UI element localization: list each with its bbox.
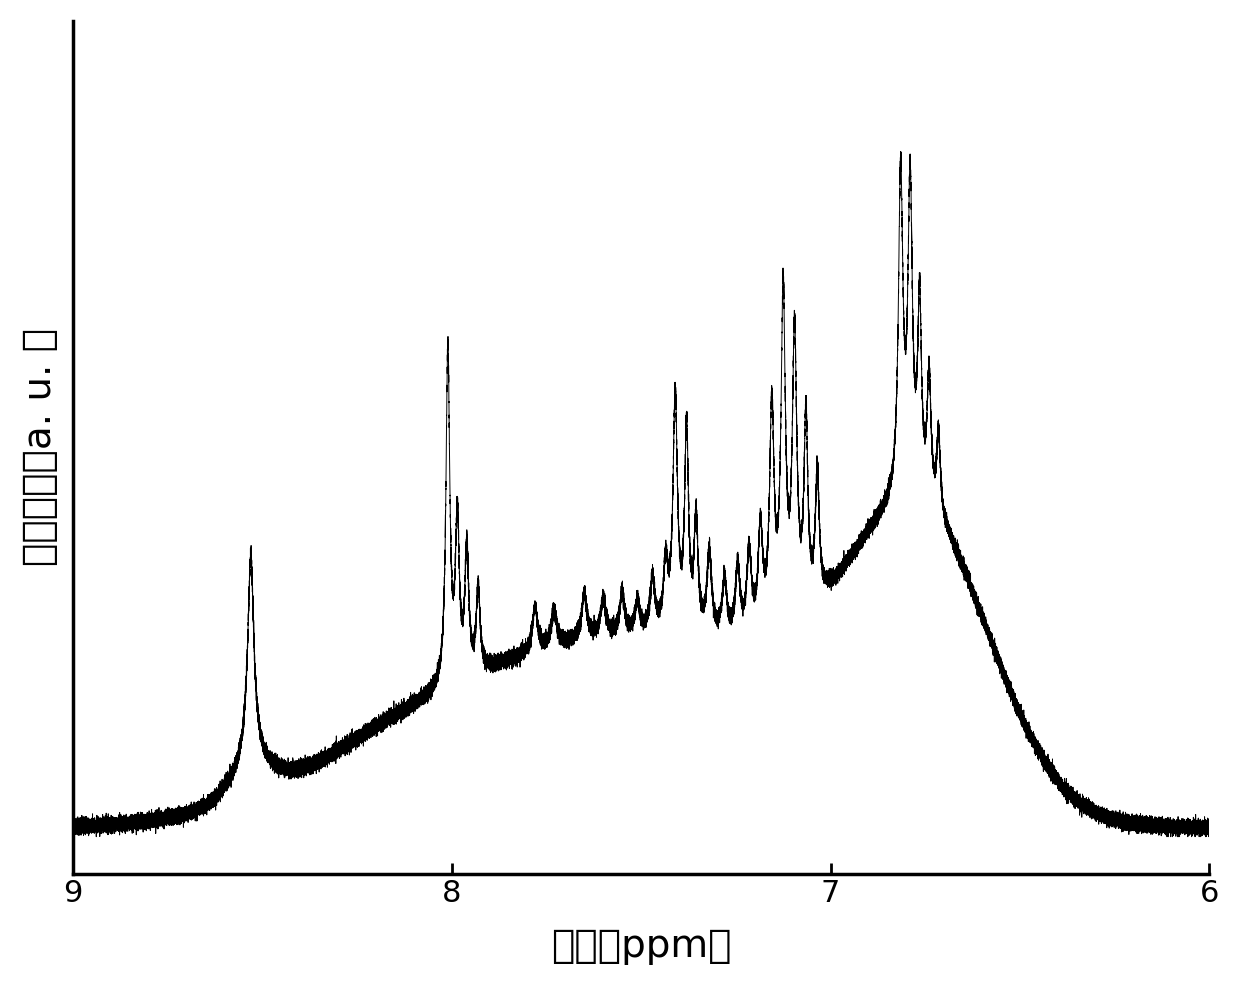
Y-axis label: 吸收强度（a. u. ）: 吸收强度（a. u. ） xyxy=(21,328,58,566)
X-axis label: 位移（ppm）: 位移（ppm） xyxy=(551,927,732,965)
